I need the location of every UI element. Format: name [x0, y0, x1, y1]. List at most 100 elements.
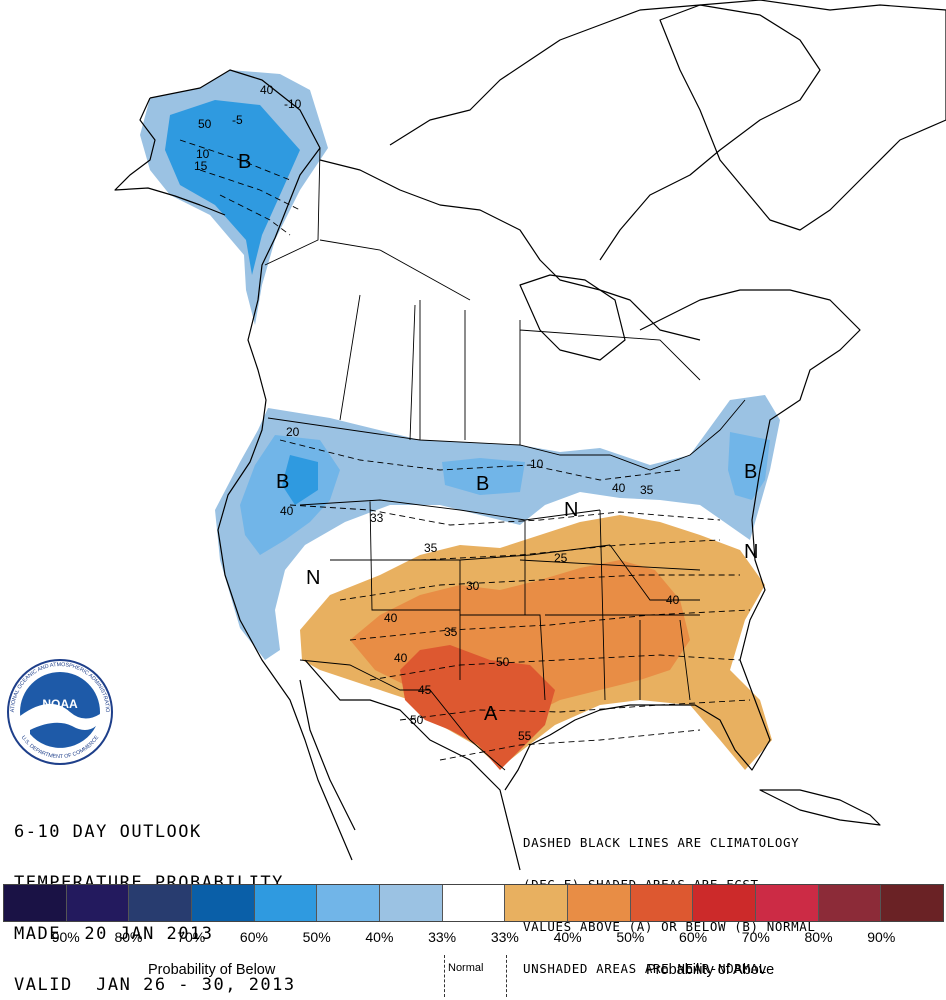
coastline-outlines: [114, 0, 946, 871]
contour-label: 50: [496, 655, 510, 669]
legend-swatch: [630, 885, 694, 921]
mexico-outline: [304, 659, 521, 871]
alaska-below-50-area: [165, 100, 300, 275]
conus-below-60-area: [282, 455, 318, 505]
contour-label: 35: [640, 483, 654, 497]
legend-tick-label: 33%: [490, 929, 519, 945]
contour-label: 30: [466, 579, 480, 593]
noaa-logo-text: NOAA: [42, 697, 78, 711]
ak-contour-3: [219, 194, 291, 236]
contour-label: 55: [518, 729, 532, 743]
legend-tick-label: 50%: [302, 929, 331, 945]
contour-labels: 40 -10 50 -5 10 15 20 40 10 40 35 33 35 …: [194, 83, 680, 743]
legend-swatch: [505, 885, 569, 921]
boundaries: [264, 147, 746, 771]
legend-tick-label: 70%: [741, 929, 770, 945]
c-contour-5: [399, 699, 751, 721]
legend-tick-label: 70%: [177, 929, 206, 945]
legend-swatch: [881, 885, 944, 921]
probability-color-legend: [3, 884, 944, 922]
arctic-islands: [389, 4, 821, 261]
us-canada-border: [267, 399, 746, 471]
legend-swatch: [756, 885, 819, 921]
us-mexico-border: [299, 659, 506, 771]
us-states: [299, 499, 701, 701]
climatology-contours: [179, 139, 751, 761]
ak-contour-1: [179, 139, 291, 181]
contour-label: 40: [260, 83, 274, 97]
contour-label: 20: [286, 425, 300, 439]
legend-swatch: [4, 885, 67, 921]
legend-swatch: [192, 885, 255, 921]
legend-tick-label: 90%: [51, 929, 80, 945]
legend-swatch: [129, 885, 193, 921]
legend-swatch: [66, 885, 130, 921]
contour-label: 10: [196, 147, 210, 161]
below-normal-shading: [140, 70, 780, 660]
contour-label: -10: [284, 97, 302, 111]
baja: [299, 679, 356, 831]
legend-tick-label: 80%: [114, 929, 143, 945]
contour-label: 40: [280, 504, 294, 518]
legend-swatch: [693, 885, 757, 921]
arctic-coast: [319, 159, 701, 341]
contour-label: 33: [370, 511, 384, 525]
northeast-region-letter: B: [744, 461, 757, 483]
contour-label: 45: [418, 683, 432, 697]
conus-above-60-area: [400, 645, 555, 770]
noaa-logo: NOAA NATIONAL OCEANIC AND ATMOSPHERIC AD…: [7, 659, 113, 765]
title-line: 6-10 DAY OUTLOOK: [14, 822, 202, 842]
legend-tick-label: 40%: [365, 929, 394, 945]
c-contour-2: [339, 574, 740, 601]
contour-label: 40: [394, 651, 408, 665]
contour-label: 10: [530, 457, 544, 471]
west-coast-line: [149, 69, 353, 861]
legend-tick-label: 33%: [428, 929, 457, 945]
valid-range: VALID JAN 26 - 30, 2013: [14, 975, 296, 995]
alaska-region-letter: B: [238, 151, 251, 173]
legend-tick-label: 50%: [616, 929, 645, 945]
region-letters: B B B B N N N A: [238, 151, 758, 725]
legend-swatch: [818, 885, 882, 921]
normal-divider-right: [506, 955, 507, 997]
contour-label: 40: [666, 593, 680, 607]
contour-label: 50: [198, 117, 212, 131]
east-coast-line: [504, 289, 861, 791]
normal-divider-left: [444, 955, 445, 997]
contour-label: 40: [612, 481, 626, 495]
hudson-bay: [519, 274, 626, 361]
great-basin-region-letter: N: [306, 567, 320, 589]
conus-below-40-area: [215, 395, 780, 660]
conus-below-50-area: [240, 432, 770, 555]
legend-tick-label: 60%: [679, 929, 708, 945]
c-contour-4: [369, 654, 741, 681]
great-lakes-region-letter: N: [564, 499, 578, 521]
contour-label: 40: [384, 611, 398, 625]
legend-swatch: [254, 885, 318, 921]
mid-atlantic-region-letter: N: [744, 541, 758, 563]
legend-swatch: [442, 885, 506, 921]
greenland-outline: [659, 0, 946, 231]
made-date: MADE 20 JAN 2013: [14, 924, 214, 944]
contour-label: 35: [444, 625, 458, 639]
north-america-map: B B B B N N N A 40 -10 50 -5 10 15 20 40…: [7, 0, 946, 871]
legend-swatch: [380, 885, 443, 921]
legend-tick-label: 90%: [867, 929, 896, 945]
above-caption: Probability of Above: [646, 962, 775, 978]
northern-plains-region-letter: B: [476, 473, 489, 495]
below-caption: Probability of Below: [148, 962, 276, 978]
c-contour-6: [439, 729, 701, 761]
northwest-region-letter: B: [276, 471, 289, 493]
above-normal-shading: [300, 515, 772, 770]
contour-label: -5: [232, 113, 243, 127]
legend-tick-label: 80%: [804, 929, 833, 945]
c-contour-3: [349, 609, 751, 641]
legend-tick-label: 40%: [553, 929, 582, 945]
ak-contour-2: [199, 169, 301, 211]
alaska-west-coast: [114, 97, 226, 216]
contour-label: 15: [194, 159, 208, 173]
legend-tick-label: 60%: [239, 929, 268, 945]
southern-plains-region-letter: A: [484, 703, 498, 725]
normal-caption: Normal: [448, 962, 484, 974]
